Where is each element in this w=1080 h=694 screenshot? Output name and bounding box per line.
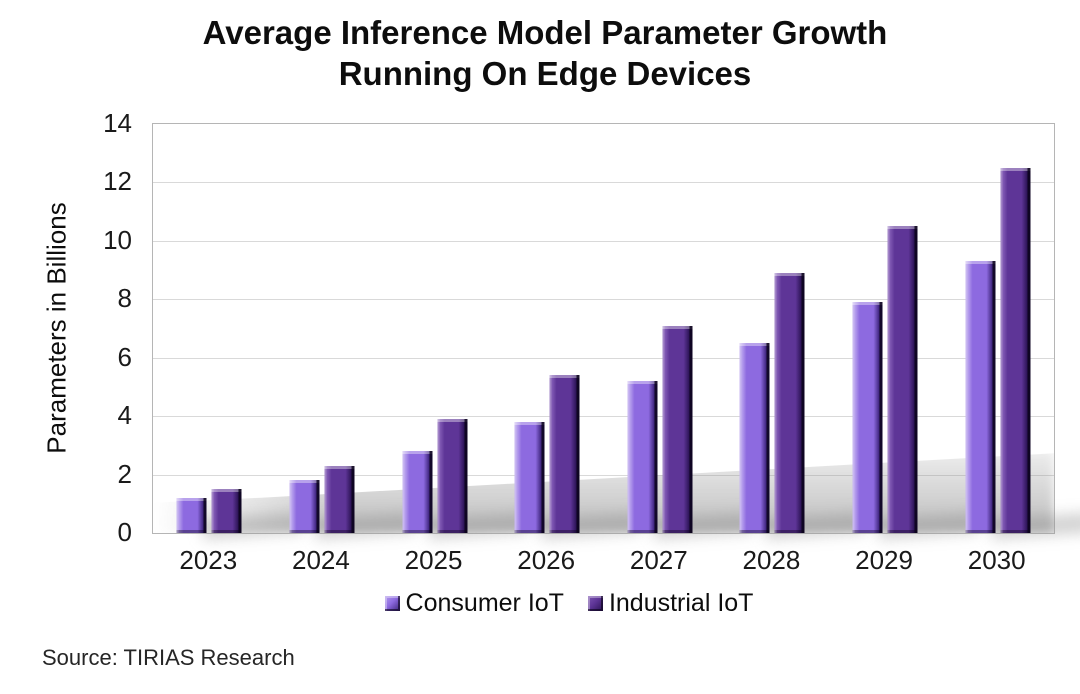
y-tick-label: 4	[117, 400, 132, 431]
bar-group	[402, 419, 529, 540]
x-tick-label: 2027	[629, 545, 688, 575]
bar	[1000, 167, 1031, 533]
plot-area	[152, 123, 1080, 540]
y-axis-ticks: 0 2 4 6 8 10 12 14	[0, 110, 132, 545]
gridline	[153, 182, 1054, 184]
bar	[852, 302, 883, 533]
bar	[739, 343, 770, 533]
y-tick-label: 10	[103, 224, 132, 255]
x-tick-label: 2026	[517, 545, 576, 575]
bar	[662, 325, 693, 533]
y-tick-label: 8	[117, 283, 132, 314]
x-tick-label: 2030	[967, 545, 1026, 575]
gridline	[153, 299, 1054, 301]
x-tick-label: 2023	[179, 545, 238, 575]
bar-group	[627, 325, 754, 540]
bar	[176, 497, 207, 533]
legend-item: Industrial IoT	[587, 588, 754, 618]
bar	[514, 422, 545, 533]
bar	[887, 226, 918, 533]
y-tick-label: 6	[117, 341, 132, 372]
bars-layer	[153, 124, 1080, 540]
gridline	[153, 240, 1054, 242]
bar	[437, 419, 468, 533]
legend-swatch-icon	[587, 595, 603, 611]
x-axis-ticks: 2023 2024 2025 2026 2027 2028 2029 2030	[152, 546, 1053, 576]
chart-title: Average Inference Model Parameter Growth…	[10, 12, 1080, 94]
x-tick-label: 2025	[404, 545, 463, 575]
legend: Consumer IoT Industrial IoT	[0, 589, 1080, 617]
y-tick-label: 12	[103, 166, 132, 197]
legend-label: Industrial IoT	[608, 588, 754, 617]
x-tick-label: 2029	[855, 545, 913, 575]
bar-group	[176, 489, 304, 540]
chart-title-line-2: Running On Edge Devices	[338, 55, 752, 92]
bar	[627, 381, 658, 533]
gridline	[153, 474, 1054, 476]
bar	[211, 489, 242, 533]
bar-group	[852, 226, 980, 540]
y-tick-label: 0	[117, 517, 132, 547]
x-tick-label: 2024	[292, 545, 350, 575]
legend-swatch-icon	[384, 595, 400, 611]
bar	[402, 451, 433, 533]
bar	[774, 273, 805, 533]
bar-group	[739, 273, 867, 540]
bar	[965, 261, 996, 533]
bar	[289, 480, 320, 533]
bar-group	[289, 465, 417, 540]
chart-title-line-1: Average Inference Model Parameter Growth	[202, 14, 888, 51]
bar	[549, 375, 580, 533]
y-tick-label: 2	[117, 458, 132, 489]
gridline	[153, 357, 1054, 359]
bar-group	[965, 167, 1080, 540]
bar	[324, 465, 355, 533]
x-tick-label: 2028	[742, 545, 801, 575]
bar-group	[514, 375, 642, 540]
legend-label: Consumer IoT	[405, 588, 564, 617]
gridline	[153, 416, 1054, 418]
legend-item: Consumer IoT	[384, 588, 564, 618]
y-tick-label: 14	[103, 108, 132, 138]
source-note: Source: TIRIAS Research	[42, 645, 295, 670]
